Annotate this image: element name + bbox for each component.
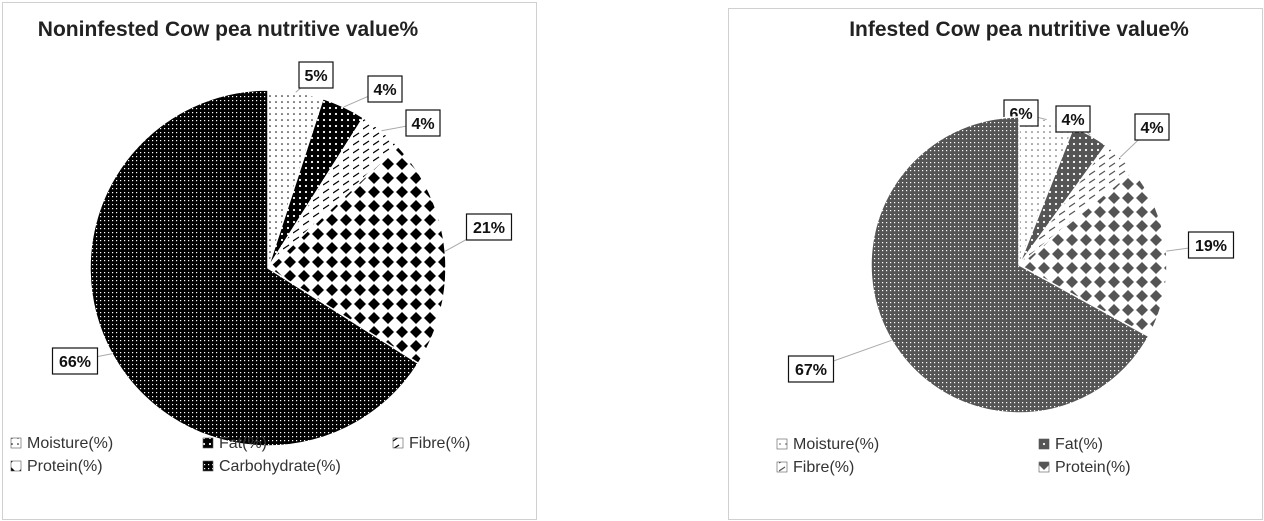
data-label: 21% [473, 220, 505, 237]
data-label-box [787, 355, 835, 383]
legend-key [776, 461, 788, 473]
infested-chart-panel: Infested Cow pea nutritive value% 6% 4% 4%… [728, 8, 1263, 520]
legend-key [392, 437, 404, 449]
data-label-box [405, 109, 441, 137]
data-label-box [367, 75, 403, 103]
legend-label: Fat(%) [219, 435, 267, 452]
pie-slice [89, 89, 420, 447]
legend-key [202, 460, 214, 472]
legend-label: Fat(%) [1055, 436, 1103, 453]
legend-label: Moisture(%) [793, 436, 879, 453]
legend-label: Protein(%) [27, 458, 103, 475]
noninfested-chart-panel: Noninfested Cow pea nutritive value% 5% 4… [2, 2, 537, 520]
legend-label: Fibre(%) [793, 459, 854, 476]
legend-key [10, 437, 22, 449]
pie-chart: 6% 4% 4%19%67%Moisture(%) Fat(%)Fibre(%) Pro… [776, 99, 1235, 476]
data-label-box [465, 213, 513, 241]
legend-label: Carbohydrate(%) [219, 458, 341, 475]
pie-slice [266, 145, 447, 365]
legend-key [1038, 438, 1050, 450]
data-label: 4% [373, 82, 396, 99]
chart-title: Infested Cow pea nutritive value% [849, 18, 1189, 41]
legend-label: Fibre(%) [409, 435, 470, 452]
data-label-box [298, 61, 334, 89]
data-label: 19% [1195, 238, 1227, 255]
data-label: 4% [1140, 120, 1163, 137]
data-label: 5% [304, 68, 327, 85]
data-label: 4% [1061, 112, 1084, 129]
data-label-box [1134, 113, 1170, 141]
data-label-box [1055, 105, 1091, 133]
legend-key [1038, 461, 1050, 473]
data-label: 67% [795, 362, 827, 379]
legend-label: Moisture(%) [27, 435, 113, 452]
legend-key [776, 438, 788, 450]
legend-key [202, 437, 214, 449]
pie-chart: 5% 4% 4% 21% 66% Moisture(%) Fat(%) Fibre(%) Pro… [10, 61, 513, 475]
data-label: 66% [59, 354, 91, 371]
chart-title: Noninfested Cow pea nutritive value% [37, 18, 419, 41]
legend-label: Protein(%) [1055, 459, 1131, 476]
data-label-box [51, 347, 99, 375]
data-label-box [1187, 231, 1235, 259]
data-label: 4% [411, 116, 434, 133]
legend-key [10, 460, 22, 472]
